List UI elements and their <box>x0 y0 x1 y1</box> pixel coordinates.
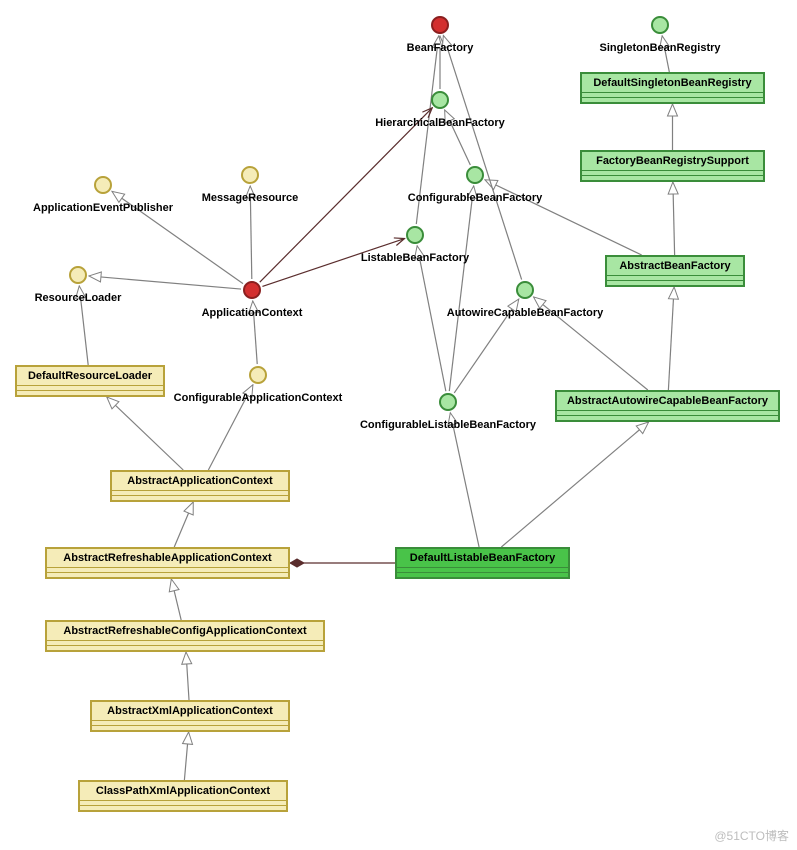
edge-AbstractRefreshableApplicationContext-AbstractApplicationContext <box>174 502 193 547</box>
node-DefaultListableBeanFactory: DefaultListableBeanFactory <box>395 547 570 579</box>
edge-DefaultListableBeanFactory-AbstractAutowireCapableBeanFactory <box>501 422 648 547</box>
node-ConfigurableBeanFactory <box>466 166 484 184</box>
node-HierarchicalBeanFactory <box>431 91 449 109</box>
watermark: @51CTO博客 <box>714 827 789 844</box>
label-ConfigurableBeanFactory: ConfigurableBeanFactory <box>355 192 595 204</box>
label-BeanFactory: BeanFactory <box>320 42 560 54</box>
node-ConfigurableApplicationContext <box>249 366 267 384</box>
label-ListableBeanFactory: ListableBeanFactory <box>295 252 535 264</box>
edge-AutowireCapableBeanFactory-BeanFactory <box>443 35 521 279</box>
node-AbstractRefreshableConfigApplicationContext: AbstractRefreshableConfigApplicationCont… <box>45 620 325 652</box>
class-diagram: BeanFactorySingletonBeanRegistry DefaultS… <box>0 0 797 850</box>
edge-AbstractApplicationContext-DefaultResourceLoader <box>107 397 183 470</box>
label-AutowireCapableBeanFactory: AutowireCapableBeanFactory <box>405 307 645 319</box>
label-MessageResource: MessageResource <box>130 192 370 204</box>
edge-ApplicationContext-ResourceLoader <box>89 276 241 289</box>
node-MessageResource <box>241 166 259 184</box>
edge-AbstractRefreshableConfigApplicationContext-AbstractRefreshableApplicationContext <box>171 579 181 620</box>
node-ResourceLoader <box>69 266 87 284</box>
node-ListableBeanFactory <box>406 226 424 244</box>
node-FactoryBeanRegistrySupport: FactoryBeanRegistrySupport <box>580 150 765 182</box>
label-SingletonBeanRegistry: SingletonBeanRegistry <box>540 42 780 54</box>
label-HierarchicalBeanFactory: HierarchicalBeanFactory <box>320 117 560 129</box>
edge-DefaultListableBeanFactory-ConfigurableListableBeanFactory <box>450 413 479 547</box>
edge-ClassPathXmlApplicationContext-AbstractXmlApplicationContext <box>184 732 188 780</box>
node-AbstractBeanFactory: AbstractBeanFactory <box>605 255 745 287</box>
node-ApplicationContext <box>243 281 261 299</box>
node-BeanFactory <box>431 16 449 34</box>
node-AbstractXmlApplicationContext: AbstractXmlApplicationContext <box>90 700 290 732</box>
label-ConfigurableApplicationContext: ConfigurableApplicationContext <box>138 392 378 404</box>
edge-AbstractBeanFactory-FactoryBeanRegistrySupport <box>673 182 675 255</box>
node-AbstractApplicationContext: AbstractApplicationContext <box>110 470 290 502</box>
label-ApplicationContext: ApplicationContext <box>132 307 372 319</box>
node-AbstractAutowireCapableBeanFactory: AbstractAutowireCapableBeanFactory <box>555 390 780 422</box>
edge-AbstractXmlApplicationContext-AbstractRefreshableConfigApplicationContext <box>186 652 189 700</box>
node-ApplicationEventPublisher <box>94 176 112 194</box>
node-DefaultSingletonBeanRegistry: DefaultSingletonBeanRegistry <box>580 72 765 104</box>
edge-AbstractAutowireCapableBeanFactory-AbstractBeanFactory <box>668 287 674 390</box>
node-AbstractRefreshableApplicationContext: AbstractRefreshableApplicationContext <box>45 547 290 579</box>
node-AutowireCapableBeanFactory <box>516 281 534 299</box>
node-ConfigurableListableBeanFactory <box>439 393 457 411</box>
label-ResourceLoader: ResourceLoader <box>0 292 198 304</box>
node-SingletonBeanRegistry <box>651 16 669 34</box>
label-ConfigurableListableBeanFactory: ConfigurableListableBeanFactory <box>328 419 568 431</box>
node-ClassPathXmlApplicationContext: ClassPathXmlApplicationContext <box>78 780 288 812</box>
edge-ConfigurableListableBeanFactory-ConfigurableBeanFactory <box>449 186 473 391</box>
